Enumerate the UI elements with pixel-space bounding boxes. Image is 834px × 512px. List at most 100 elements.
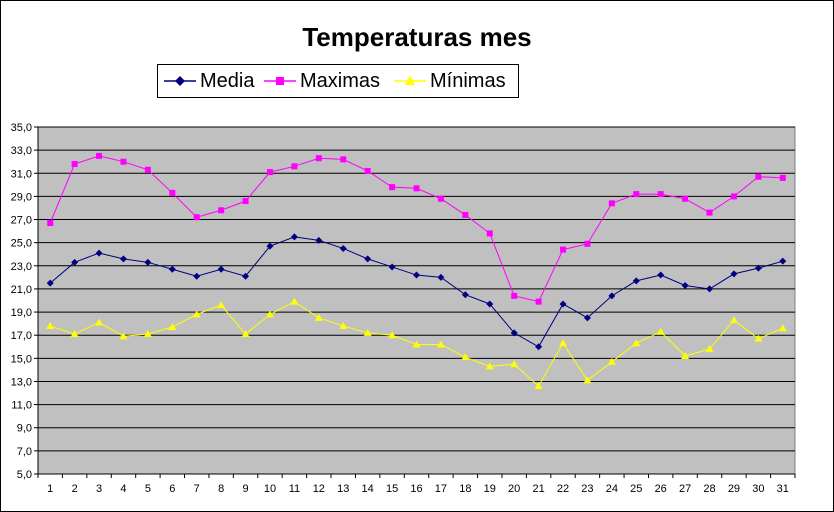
data-point-media bbox=[95, 249, 103, 257]
x-tick-label: 23 bbox=[581, 483, 593, 495]
data-point-minimas bbox=[705, 345, 714, 353]
data-point-media bbox=[46, 279, 54, 287]
data-point-maximas bbox=[47, 220, 54, 227]
data-point-media bbox=[681, 281, 689, 289]
data-point-maximas bbox=[120, 158, 127, 165]
x-tick-label: 7 bbox=[194, 483, 200, 495]
data-point-maximas bbox=[340, 156, 347, 163]
data-point-minimas bbox=[339, 321, 348, 329]
x-tick-label: 25 bbox=[630, 483, 642, 495]
data-point-maximas bbox=[71, 161, 78, 168]
y-tick-label: 27,0 bbox=[11, 215, 32, 227]
data-point-maximas bbox=[96, 152, 103, 159]
data-point-minimas bbox=[461, 353, 470, 361]
x-tick-label: 10 bbox=[264, 483, 276, 495]
data-point-media bbox=[144, 258, 152, 266]
data-point-minimas bbox=[559, 339, 568, 347]
data-point-maximas bbox=[730, 193, 737, 200]
data-point-media bbox=[193, 272, 201, 280]
x-tick-label: 8 bbox=[218, 483, 224, 495]
x-tick-label: 3 bbox=[96, 483, 102, 495]
data-point-maximas bbox=[706, 209, 713, 216]
data-point-minimas bbox=[168, 323, 177, 331]
data-point-minimas bbox=[314, 313, 323, 321]
data-point-minimas bbox=[119, 332, 128, 340]
x-tick-label: 13 bbox=[337, 483, 349, 495]
data-point-minimas bbox=[388, 331, 397, 339]
data-point-maximas bbox=[242, 198, 249, 205]
data-point-maximas bbox=[657, 191, 664, 198]
data-point-minimas bbox=[681, 352, 690, 360]
x-tick-label: 16 bbox=[410, 483, 422, 495]
data-point-minimas bbox=[412, 340, 421, 348]
x-tick-label: 1 bbox=[47, 483, 53, 495]
data-point-media bbox=[486, 300, 494, 308]
data-point-maximas bbox=[291, 163, 298, 170]
data-point-media bbox=[779, 257, 787, 265]
data-point-maximas bbox=[755, 173, 762, 180]
data-point-minimas bbox=[241, 330, 250, 338]
y-tick-label: 19,0 bbox=[11, 307, 32, 319]
data-point-maximas bbox=[462, 211, 469, 218]
x-tick-label: 24 bbox=[606, 483, 618, 495]
data-point-media bbox=[657, 271, 665, 279]
data-point-media bbox=[730, 270, 738, 278]
y-tick-label: 17,0 bbox=[11, 330, 32, 342]
x-tick-label: 12 bbox=[313, 483, 325, 495]
data-point-minimas bbox=[46, 321, 55, 329]
data-point-maximas bbox=[486, 230, 493, 237]
data-point-minimas bbox=[70, 330, 79, 338]
data-point-minimas bbox=[632, 339, 641, 347]
data-point-minimas bbox=[265, 310, 274, 318]
data-point-maximas bbox=[560, 246, 567, 253]
legend: Media Maximas Mínimas bbox=[157, 64, 519, 98]
data-point-maximas bbox=[633, 191, 640, 198]
data-point-maximas bbox=[535, 298, 542, 305]
data-point-maximas bbox=[144, 166, 151, 173]
x-tick-label: 30 bbox=[752, 483, 764, 495]
x-tick-label: 6 bbox=[169, 483, 175, 495]
data-point-media bbox=[632, 277, 640, 285]
data-point-media bbox=[290, 233, 298, 241]
x-tick-label: 4 bbox=[120, 483, 126, 495]
data-point-media bbox=[510, 329, 518, 337]
x-tick-label: 22 bbox=[557, 483, 569, 495]
y-tick-label: 21,0 bbox=[11, 284, 32, 296]
data-point-media bbox=[217, 265, 225, 273]
x-tick-label: 19 bbox=[484, 483, 496, 495]
x-tick-label: 21 bbox=[532, 483, 544, 495]
y-tick-label: 25,0 bbox=[11, 238, 32, 250]
y-tick-label: 31,0 bbox=[11, 168, 32, 180]
data-point-media bbox=[168, 265, 176, 273]
plot-area bbox=[37, 126, 796, 475]
data-point-media bbox=[754, 264, 762, 272]
data-point-maximas bbox=[169, 189, 176, 196]
data-point-maximas bbox=[413, 185, 420, 192]
data-point-minimas bbox=[363, 328, 372, 336]
data-point-maximas bbox=[315, 155, 322, 162]
data-point-media bbox=[242, 272, 250, 280]
data-point-minimas bbox=[436, 340, 445, 348]
x-tick-label: 17 bbox=[435, 483, 447, 495]
y-tick-label: 33,0 bbox=[11, 145, 32, 157]
x-tick-label: 11 bbox=[289, 483, 300, 495]
x-tick-label: 31 bbox=[777, 483, 789, 495]
data-point-media bbox=[583, 314, 591, 322]
x-tick-label: 9 bbox=[243, 483, 249, 495]
legend-marker-diamond-icon bbox=[164, 76, 196, 86]
data-point-media bbox=[608, 292, 616, 300]
x-tick-label: 18 bbox=[459, 483, 471, 495]
data-point-media bbox=[706, 285, 714, 293]
data-point-media bbox=[339, 244, 347, 252]
data-point-media bbox=[388, 263, 396, 271]
data-point-media bbox=[535, 343, 543, 351]
y-tick-label: 5,0 bbox=[17, 469, 32, 481]
data-point-maximas bbox=[608, 200, 615, 207]
x-tick-label: 5 bbox=[145, 483, 151, 495]
data-point-minimas bbox=[143, 330, 152, 338]
data-point-maximas bbox=[682, 195, 689, 202]
x-tick-label: 15 bbox=[386, 483, 398, 495]
data-point-minimas bbox=[534, 382, 543, 390]
data-point-maximas bbox=[437, 195, 444, 202]
